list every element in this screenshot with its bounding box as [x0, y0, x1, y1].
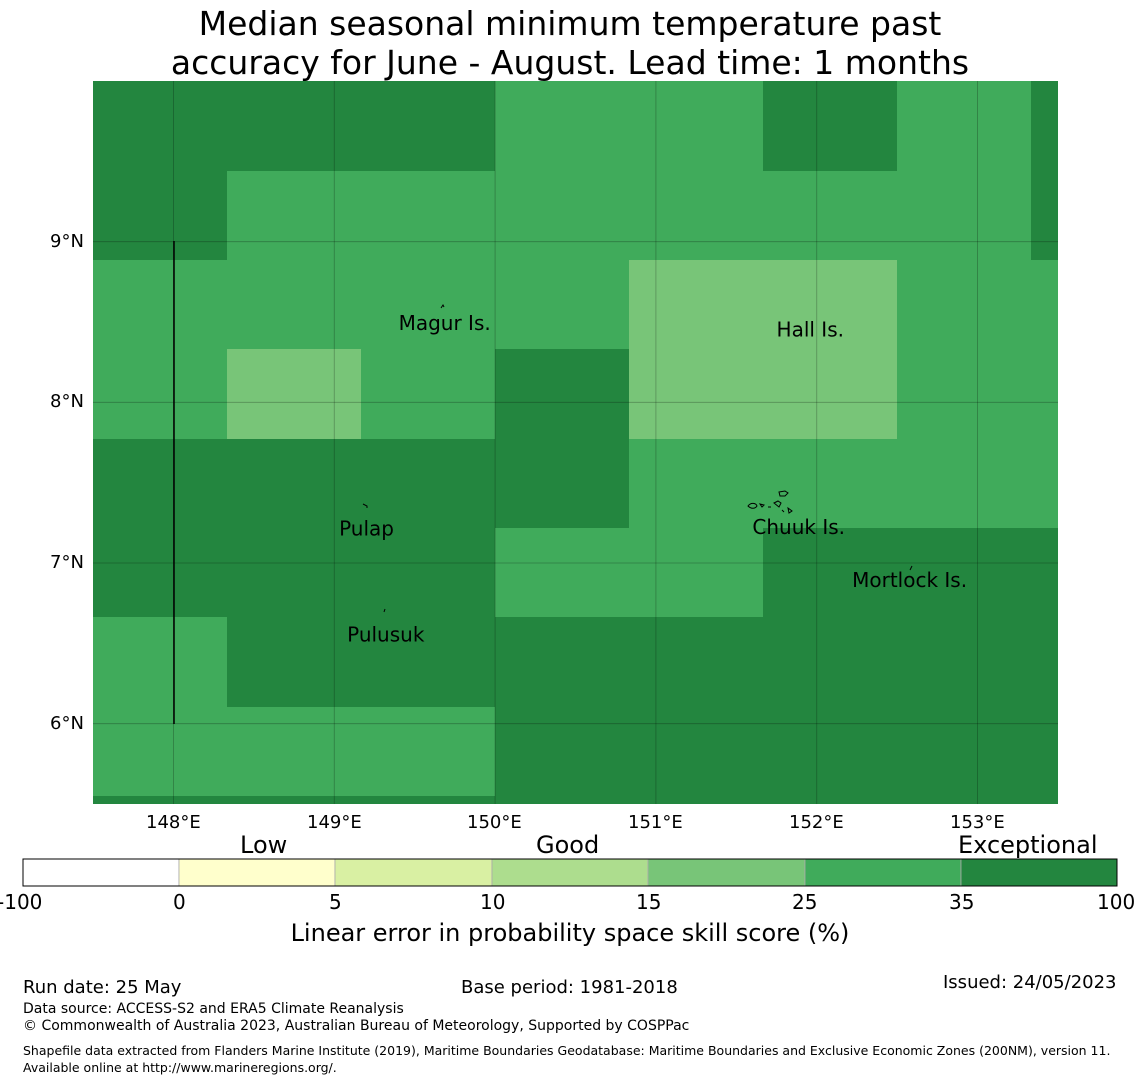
place-label: Pulap	[339, 517, 394, 541]
pulap-island-shape	[362, 503, 368, 508]
base-period: Base period: 1981-2018	[461, 977, 678, 998]
lat-tick-6n: 6°N	[50, 713, 84, 734]
lat-tick-7n: 7°N	[50, 552, 84, 573]
lat-tick-8n: 8°N	[50, 391, 84, 412]
skill-cell	[93, 796, 495, 804]
lat-tick-9n: 9°N	[50, 231, 84, 252]
cb-tick-100: 100	[1097, 890, 1136, 914]
shapefile-credit: Shapefile data extracted from Flanders M…	[23, 1043, 1111, 1075]
skill-cell	[1031, 81, 1058, 260]
title-line-2: accuracy for June - August. Lead time: 1…	[170, 43, 970, 82]
place-label: Hall Is.	[777, 317, 844, 341]
colorbar-segment	[22, 858, 180, 887]
skill-cell	[763, 528, 1058, 617]
skill-cell	[93, 171, 227, 260]
issued-date: Issued: 24/05/2023	[943, 972, 1117, 993]
data-source: Data source: ACCESS-S2 and ERA5 Climate …	[23, 1001, 404, 1017]
place-label: Pulusuk	[347, 623, 425, 647]
colorbar	[22, 858, 1118, 887]
colorbar-outline	[22, 858, 1118, 887]
place-label: Mortlock Is.	[852, 568, 967, 592]
skill-cell	[763, 81, 897, 171]
lon-tick-150e: 150°E	[467, 812, 522, 833]
chuuk-islands-shape	[747, 490, 793, 514]
skill-cell	[629, 260, 897, 439]
map-title: Median seasonal minimum temperature past…	[0, 4, 1140, 82]
category-low: Low	[240, 831, 288, 859]
colorbar-segment	[491, 858, 649, 887]
lon-tick-151e: 151°E	[628, 812, 683, 833]
place-label: Chuuk Is.	[752, 515, 845, 539]
colorbar-segment	[178, 858, 336, 887]
colorbar-segment	[960, 858, 1118, 887]
lon-tick-153e: 153°E	[950, 812, 1005, 833]
skill-cell	[227, 349, 361, 439]
skill-cell	[93, 439, 495, 617]
colorbar-segment	[334, 858, 493, 887]
colorbar-label: Linear error in probability space skill …	[290, 919, 850, 947]
cb-tick-15: 15	[636, 890, 662, 914]
cb-tick-5: 5	[329, 890, 342, 914]
colorbar-segment	[804, 858, 962, 887]
colorbar-segment	[647, 858, 806, 887]
place-label: Magur Is.	[399, 311, 491, 335]
cb-tick-35: 35	[949, 890, 975, 914]
skill-cell	[93, 81, 495, 171]
run-date: Run date: 25 May	[23, 977, 182, 998]
lon-tick-149e: 149°E	[307, 812, 362, 833]
lon-tick-148e: 148°E	[146, 812, 201, 833]
lon-tick-152e: 152°E	[789, 812, 844, 833]
skill-cell	[227, 617, 495, 707]
mortlock-island-shape	[909, 565, 913, 571]
magur-island-shape	[440, 304, 445, 309]
cb-tick-0: 0	[173, 890, 186, 914]
cb-tick-25: 25	[792, 890, 818, 914]
category-good: Good	[536, 831, 600, 859]
category-exceptional: Exceptional	[958, 831, 1098, 859]
pulusuk-island-shape	[383, 608, 386, 613]
copyright: © Commonwealth of Australia 2023, Austra…	[23, 1018, 690, 1034]
title-line-1: Median seasonal minimum temperature past	[198, 4, 942, 43]
skill-cell	[495, 349, 629, 528]
cb-tick-10: 10	[480, 890, 506, 914]
cb-tick-neg100: -100	[0, 890, 43, 914]
skill-cell	[495, 617, 1058, 804]
